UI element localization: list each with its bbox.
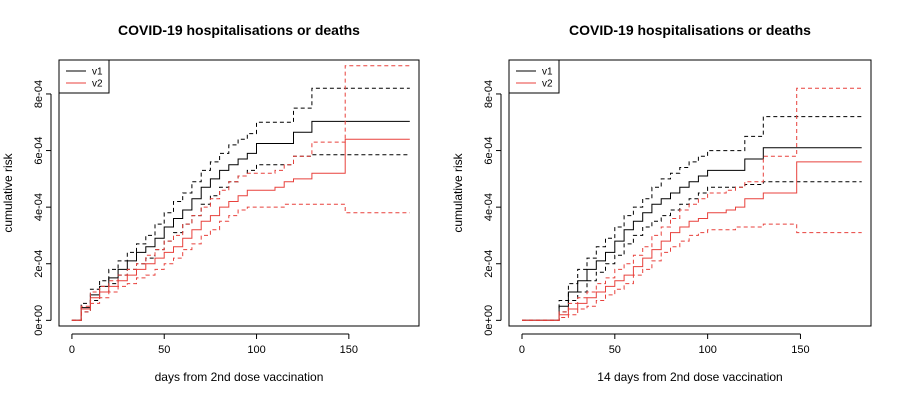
x-tick-label: 100 — [247, 344, 265, 356]
series-v2-line — [522, 161, 862, 321]
legend-label-v1: v1 — [92, 67, 103, 78]
y-tick-label: 8e-04 — [483, 80, 495, 108]
series-v2-upper-ci — [522, 87, 862, 321]
x-tick-label: 0 — [69, 344, 75, 356]
legend-label-v1: v1 — [542, 67, 553, 78]
chart-title: COVID-19 hospitalisations or deaths — [569, 22, 811, 38]
series-v2-upper-ci — [71, 65, 410, 321]
legend-box — [58, 59, 110, 94]
y-tick-label: 2e-04 — [483, 250, 495, 278]
y-tick-label: 8e-04 — [33, 80, 45, 108]
y-tick-label: 6e-04 — [483, 137, 495, 165]
y-tick-label: 2e-04 — [33, 250, 45, 278]
plot-frame — [508, 59, 872, 327]
chart-title: COVID-19 hospitalisations or deaths — [118, 22, 360, 38]
y-axis-label: cumulative risk — [451, 152, 465, 232]
series-v1-lower-ci — [522, 181, 862, 321]
x-tick-label: 150 — [340, 344, 358, 356]
series-v2-line — [71, 138, 410, 321]
series-v1-lower-ci — [71, 154, 410, 321]
x-tick-label: 50 — [609, 344, 621, 356]
y-axis-label: cumulative risk — [1, 152, 15, 232]
chart-panel-1: COVID-19 hospitalisations or deaths days … — [1, 22, 420, 384]
x-tick-label: 0 — [519, 344, 525, 356]
legend-box — [508, 59, 560, 94]
series-v2-lower-ci — [522, 223, 862, 321]
legend-label-v2: v2 — [542, 79, 553, 90]
y-tick-label: 4e-04 — [483, 193, 495, 221]
series-v1-line — [522, 147, 862, 321]
y-tick-label: 4e-04 — [33, 193, 45, 221]
x-tick-label: 150 — [791, 344, 809, 356]
y-tick-label: 0e+00 — [483, 305, 495, 336]
x-axis-label: days from 2nd dose vaccination — [155, 370, 324, 384]
chart-panel-2: COVID-19 hospitalisations or deaths 14 da… — [451, 22, 872, 384]
y-tick-label: 6e-04 — [33, 137, 45, 165]
x-tick-label: 50 — [158, 344, 170, 356]
series-v1-line — [71, 120, 410, 321]
legend-label-v2: v2 — [92, 79, 103, 90]
plot-area — [522, 87, 862, 321]
series-v2-lower-ci — [71, 203, 410, 321]
x-tick-label: 100 — [698, 344, 716, 356]
series-v1-upper-ci — [522, 116, 862, 321]
plot-area — [71, 65, 410, 321]
plot-frame — [58, 59, 420, 327]
y-tick-label: 0e+00 — [33, 305, 45, 336]
x-axis-label: 14 days from 2nd dose vaccination — [597, 370, 782, 384]
series-v1-upper-ci — [71, 87, 410, 321]
